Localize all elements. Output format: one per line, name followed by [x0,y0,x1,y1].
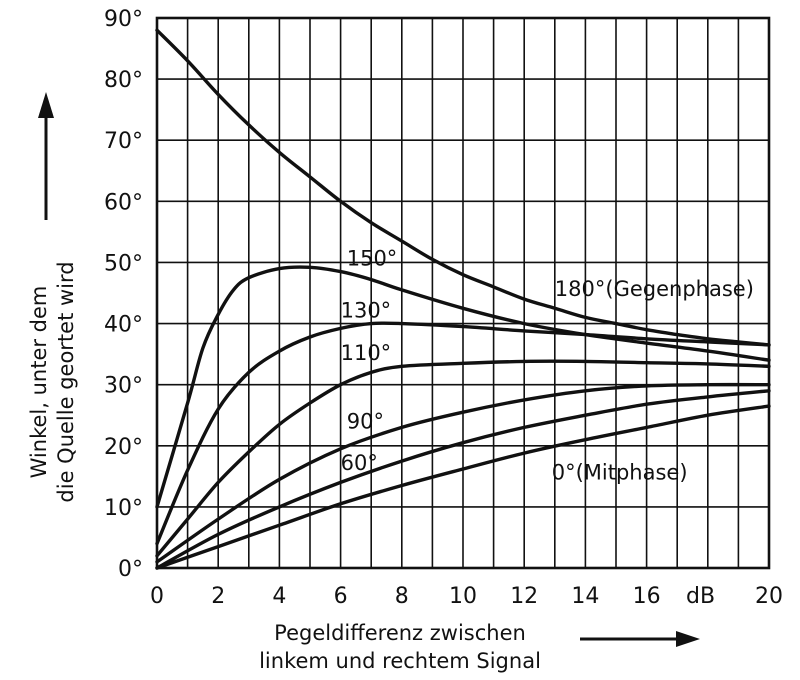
x-axis-arrow [580,631,700,647]
series-line-0 [155,404,771,570]
series-label-180: 180°(Gegenphase) [555,277,754,301]
x-unit-label: dB [686,584,715,609]
series-line-90 [155,382,771,564]
x-tick-label: 8 [395,584,409,609]
series-line-130 [155,321,771,546]
series-label-0: 0°(Mitphase) [552,460,688,484]
x-tick-label: 10 [449,584,477,609]
x-tick-label: 16 [633,584,661,609]
x-tick-label: 12 [510,584,538,609]
y-tick-label: 10° [104,496,143,521]
series-line-110 [155,359,771,558]
y-axis-arrow [38,92,54,220]
y-tick-label: 30° [104,374,143,399]
series-curves [155,28,771,570]
x-tick-label: 20 [755,584,783,609]
series-line-60 [155,389,771,570]
y-tick-label: 40° [104,313,143,338]
y-axis-label-line1: Winkel, unter dem [27,286,51,479]
plot-frame [155,16,771,570]
series-label-60: 60° [341,451,378,475]
y-tick-label: 80° [104,68,143,93]
x-tick-label: 6 [334,584,348,609]
series-line-180 [155,28,771,347]
y-tick-label: 0° [118,557,143,582]
x-axis-label-line2: linkem und rechtem Signal [259,649,541,673]
y-axis-ticks: 0° 10° 20° 30° 40° 50° 60° 70° 80° 90° [104,7,143,582]
y-tick-label: 70° [104,129,143,154]
x-axis-label-line1: Pegeldifferenz zwischen [274,621,526,645]
y-tick-label: 20° [104,435,143,460]
x-tick-label: 2 [211,584,225,609]
series-label-90: 90° [347,410,384,434]
y-tick-label: 90° [104,7,143,32]
y-tick-label: 50° [104,251,143,276]
series-label-150: 150° [347,247,398,271]
series-labels: 180°(Gegenphase) 150° 130° 110° 90° 60° 0°(Mit… [341,247,754,485]
y-tick-label: 60° [104,190,143,215]
x-tick-label: 0 [150,584,164,609]
x-tick-label: 14 [571,584,599,609]
x-tick-label: 4 [272,584,286,609]
series-label-130: 130° [341,298,392,322]
x-axis-ticks: 0 2 4 6 8 10 12 14 16 20 [150,584,783,609]
y-axis-label-line2: die Quelle geortet wird [54,261,78,502]
series-label-110: 110° [341,341,392,365]
